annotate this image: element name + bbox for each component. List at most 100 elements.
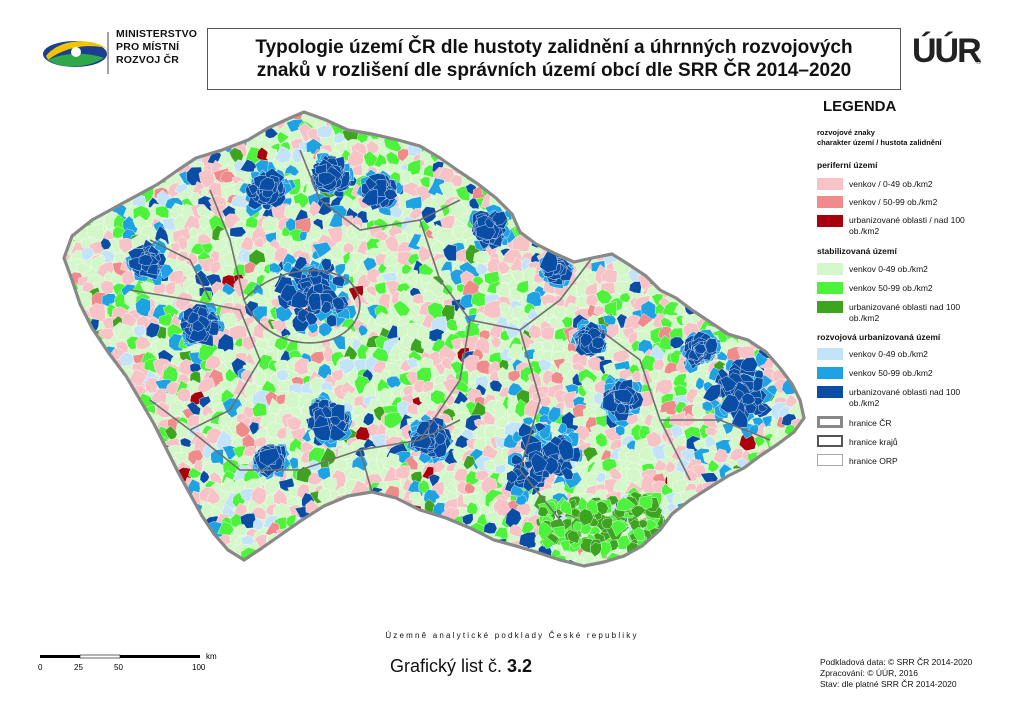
legend-swatch (817, 263, 843, 275)
municipality-area (543, 160, 559, 176)
municipality-area (79, 359, 96, 373)
municipality-area (207, 124, 221, 141)
municipality-area (683, 218, 696, 234)
municipality-area (542, 369, 556, 387)
municipality-area (189, 112, 204, 116)
municipality-area (109, 112, 124, 118)
municipality-area (383, 555, 401, 566)
municipality-area (673, 153, 686, 164)
municipality-area (565, 129, 577, 145)
municipality-area (750, 307, 767, 325)
municipality-area (768, 535, 786, 553)
municipality-area (734, 520, 758, 538)
municipality-area (428, 114, 442, 131)
municipality-area (64, 414, 68, 431)
municipality-area (164, 281, 176, 296)
municipality-area (805, 550, 816, 558)
municipality-area (79, 325, 92, 339)
municipality-area (194, 269, 213, 287)
municipality-area (664, 550, 676, 563)
municipality-area (639, 183, 656, 201)
municipality-area (605, 242, 617, 252)
municipality-area (451, 554, 468, 566)
municipality-area (319, 557, 333, 566)
municipality-area (696, 547, 712, 563)
municipality-area (552, 138, 566, 157)
municipality-area (729, 148, 749, 165)
municipality-area (77, 337, 95, 353)
municipality-area (368, 112, 382, 123)
municipality-area (94, 474, 117, 490)
uur-logo-icon: ÚÚR ® (912, 32, 983, 68)
municipality-area (377, 506, 390, 519)
municipality-area (75, 544, 89, 558)
municipality-area (614, 241, 629, 255)
municipality-area (497, 260, 511, 275)
municipality-area (106, 511, 118, 524)
municipality-area (593, 305, 607, 317)
municipality-area (476, 539, 497, 554)
municipality-area (807, 557, 820, 570)
municipality-area (416, 234, 428, 249)
municipality-area (789, 227, 804, 245)
municipality-area (68, 425, 80, 437)
municipality-area (669, 558, 686, 566)
municipality-area (646, 254, 663, 273)
municipality-area (77, 434, 95, 451)
municipality-area (71, 174, 85, 189)
municipality-area (135, 335, 152, 350)
municipality-area (752, 189, 770, 206)
municipality-area (618, 112, 632, 118)
municipality-area (355, 549, 374, 566)
municipality-area (189, 547, 205, 563)
municipality-area (795, 252, 804, 265)
municipality-area (766, 249, 780, 262)
municipality-area (353, 519, 366, 532)
municipality-area (143, 112, 157, 122)
municipality-area (515, 209, 532, 222)
municipality-area (310, 351, 325, 365)
municipality-area (204, 354, 222, 370)
municipality-area (574, 234, 594, 251)
municipality-area (102, 549, 115, 562)
municipality-area (591, 227, 609, 245)
municipality-area (542, 112, 556, 117)
municipality-area (650, 161, 662, 174)
municipality-area (551, 119, 564, 133)
municipality-area (596, 162, 612, 176)
municipality-area (764, 545, 778, 563)
municipality-area (406, 526, 420, 539)
municipality-area (652, 227, 665, 241)
municipality-area (626, 112, 645, 126)
municipality-area (67, 210, 79, 223)
municipality-area (110, 130, 127, 143)
municipality-area (147, 533, 163, 549)
municipality-area (714, 522, 733, 539)
municipality-area (150, 480, 161, 496)
municipality-area (739, 152, 751, 165)
municipality-area (515, 112, 527, 117)
municipality-area (64, 410, 82, 426)
municipality-area (198, 560, 213, 566)
municipality-area (219, 170, 237, 183)
municipality-area (441, 112, 454, 125)
municipality-area (662, 174, 676, 187)
municipality-area (421, 538, 433, 551)
municipality-area (429, 535, 442, 548)
municipality-area (748, 146, 763, 167)
municipality-area (740, 319, 755, 333)
municipality-area (654, 553, 668, 566)
municipality-area (485, 123, 499, 134)
municipality-area (373, 112, 387, 123)
municipality-area (728, 137, 743, 153)
municipality-area (91, 369, 109, 387)
municipality-area (588, 214, 603, 230)
municipality-area (499, 272, 515, 284)
municipality-area (297, 549, 317, 564)
municipality-area (695, 135, 712, 155)
municipality-area (64, 373, 74, 385)
municipality-area (573, 113, 588, 130)
municipality-area (771, 193, 790, 213)
municipality-area (64, 135, 70, 151)
municipality-area (791, 112, 804, 116)
